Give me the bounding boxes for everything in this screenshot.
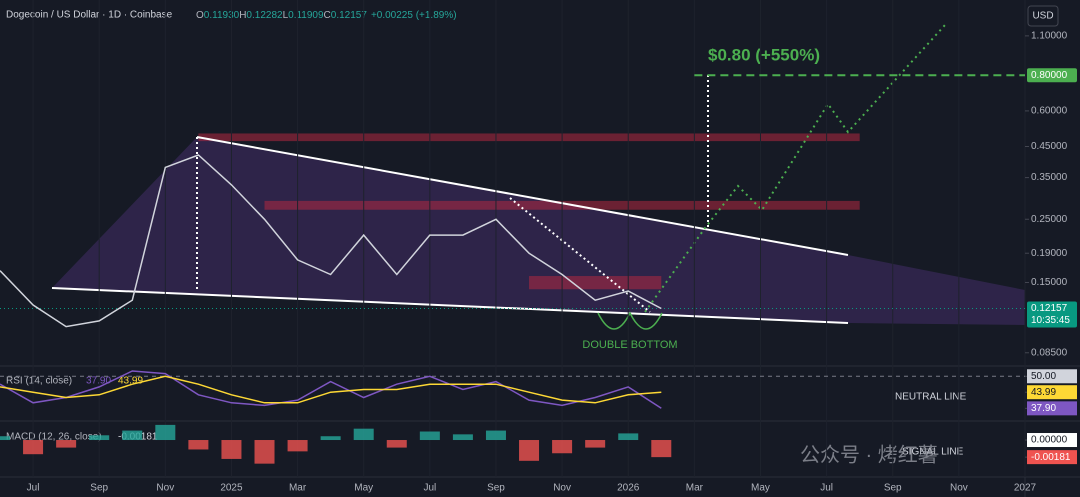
y-tick-label: 0.35000: [1031, 172, 1068, 183]
ohlc: O0.11930H0.12282L0.11909C0.12157 +0.00225…: [196, 10, 457, 21]
ohlc-item: O: [196, 10, 204, 21]
rsi-title: RSI (14, close): [6, 376, 72, 387]
histogram-bar: [188, 440, 209, 450]
histogram-bar: [519, 440, 540, 461]
histogram-bar: [254, 440, 275, 464]
histogram-bar: [56, 440, 77, 448]
histogram-bar: [419, 431, 440, 441]
last-price-label: 0.12157: [1031, 303, 1068, 314]
x-tick-label: May: [354, 483, 373, 494]
macd-title: MACD (12, 26, close): [6, 432, 102, 443]
target-label: 0.80000: [1031, 70, 1068, 81]
currency-box: [1027, 5, 1059, 27]
y-tick-label: 1.10000: [1031, 31, 1068, 42]
histogram-bar: [585, 440, 606, 448]
currency: USD: [1032, 11, 1053, 22]
y-tick-label: 0.19000: [1031, 248, 1068, 259]
signal-label: SIGNAL LINE: [902, 447, 964, 458]
decline-line: [509, 197, 651, 313]
last-price-box: [1027, 301, 1077, 328]
histogram-bar: [89, 435, 110, 441]
x-tick-label: Sep: [90, 483, 108, 494]
y-tick-label: 0.60000: [1031, 106, 1068, 117]
wedge-shade: [52, 137, 1025, 325]
histogram-bar: [353, 428, 374, 441]
y-tick-label: 0.08500: [1031, 347, 1068, 358]
ohlc-item: 0.11909: [288, 10, 324, 21]
x-tick-label: 2025: [220, 483, 243, 494]
y-tick-label: 0.00000: [1031, 435, 1068, 446]
countdown: 10:35:45: [1031, 315, 1070, 326]
histogram-bar: [287, 440, 308, 452]
x-tick-label: Jul: [27, 483, 40, 494]
y-tick-box: [1027, 450, 1077, 465]
ohlc-item: C: [324, 10, 331, 21]
zone: [529, 276, 662, 290]
indicator-line: [0, 375, 662, 404]
pattern-label: DOUBLE BOTTOM: [582, 339, 677, 351]
target-box: [1027, 68, 1077, 83]
histogram-bar: [221, 440, 242, 459]
y-tick-label: 37.90: [1031, 403, 1056, 414]
histogram-bar: [552, 440, 573, 454]
histogram-bar: [651, 440, 672, 458]
ohlc-item: L: [283, 10, 289, 21]
y-tick-box: [1027, 385, 1077, 400]
watermark: 公众号 · 烤红薯: [800, 443, 938, 466]
x-tick-label: Jul: [820, 483, 833, 494]
y-tick-box: [1027, 369, 1077, 384]
histogram-bar: [155, 424, 176, 441]
indicator-line: [0, 370, 662, 409]
x-tick-label: Nov: [950, 483, 968, 494]
y-tick-box: [1027, 401, 1077, 416]
y-tick-label: 0.15000: [1031, 277, 1068, 288]
x-tick-label: Sep: [884, 483, 902, 494]
histogram-bar: [452, 434, 473, 441]
histogram-bar: [23, 440, 44, 455]
support-line: [51, 287, 849, 324]
double-bottom-arcs: [597, 311, 663, 330]
projection: [644, 24, 946, 313]
x-tick-label: Mar: [289, 483, 307, 494]
y-tick-label: 0.45000: [1031, 141, 1068, 152]
ohlc-item: 0.11930: [204, 10, 240, 21]
x-tick-label: Jul: [423, 483, 436, 494]
x-tick-label: Nov: [156, 483, 174, 494]
histogram-bar: [0, 436, 10, 441]
zone: [198, 133, 860, 142]
histogram-bar: [320, 436, 341, 441]
ohlc-item: +0.00225 (+1.89%): [371, 10, 457, 21]
x-tick-label: Mar: [686, 483, 704, 494]
x-tick-label: Sep: [487, 483, 505, 494]
histogram-bar: [386, 440, 407, 448]
price-line: [0, 154, 662, 328]
y-tick-label: 0.25000: [1031, 214, 1068, 225]
x-tick-label: May: [751, 483, 770, 494]
y-tick-label: 43.99: [1031, 387, 1056, 398]
neutral-label: NEUTRAL LINE: [895, 392, 967, 403]
rsi-ma-reading: 43.99: [118, 376, 143, 387]
histogram-bar: [122, 430, 143, 441]
y-tick-box: [1027, 433, 1077, 448]
resistance-line: [196, 136, 849, 256]
ohlc-item: H: [239, 10, 246, 21]
x-tick-label: 2027: [1014, 483, 1037, 494]
y-tick-label: -0.00181: [1031, 452, 1071, 463]
target-annotation: $0.80 (+550%): [708, 45, 820, 64]
histogram-bar: [618, 433, 639, 441]
ohlc-item: 0.12157: [331, 10, 368, 21]
histogram-bar: [485, 430, 506, 441]
ohlc-item: 0.12282: [246, 10, 283, 21]
x-tick-label: 2026: [617, 483, 640, 494]
symbol-title: Dogecoin / US Dollar · 1D · Coinbase: [6, 10, 173, 21]
y-tick-label: 50.00: [1031, 371, 1056, 382]
x-tick-label: Nov: [553, 483, 571, 494]
